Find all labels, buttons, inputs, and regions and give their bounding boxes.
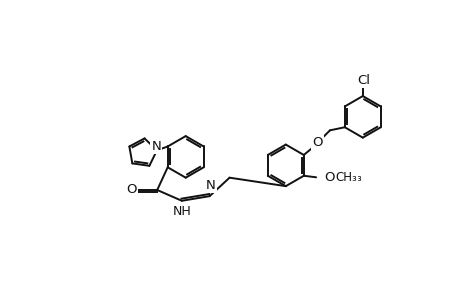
- Text: Cl: Cl: [356, 74, 369, 87]
- Text: NH: NH: [172, 206, 191, 218]
- Text: O: O: [126, 183, 137, 196]
- Text: O: O: [312, 136, 322, 149]
- Text: CH₃: CH₃: [335, 171, 356, 184]
- Text: N: N: [205, 178, 215, 191]
- Text: CH₃: CH₃: [340, 171, 362, 184]
- Text: O: O: [324, 171, 335, 184]
- Text: N: N: [151, 140, 161, 153]
